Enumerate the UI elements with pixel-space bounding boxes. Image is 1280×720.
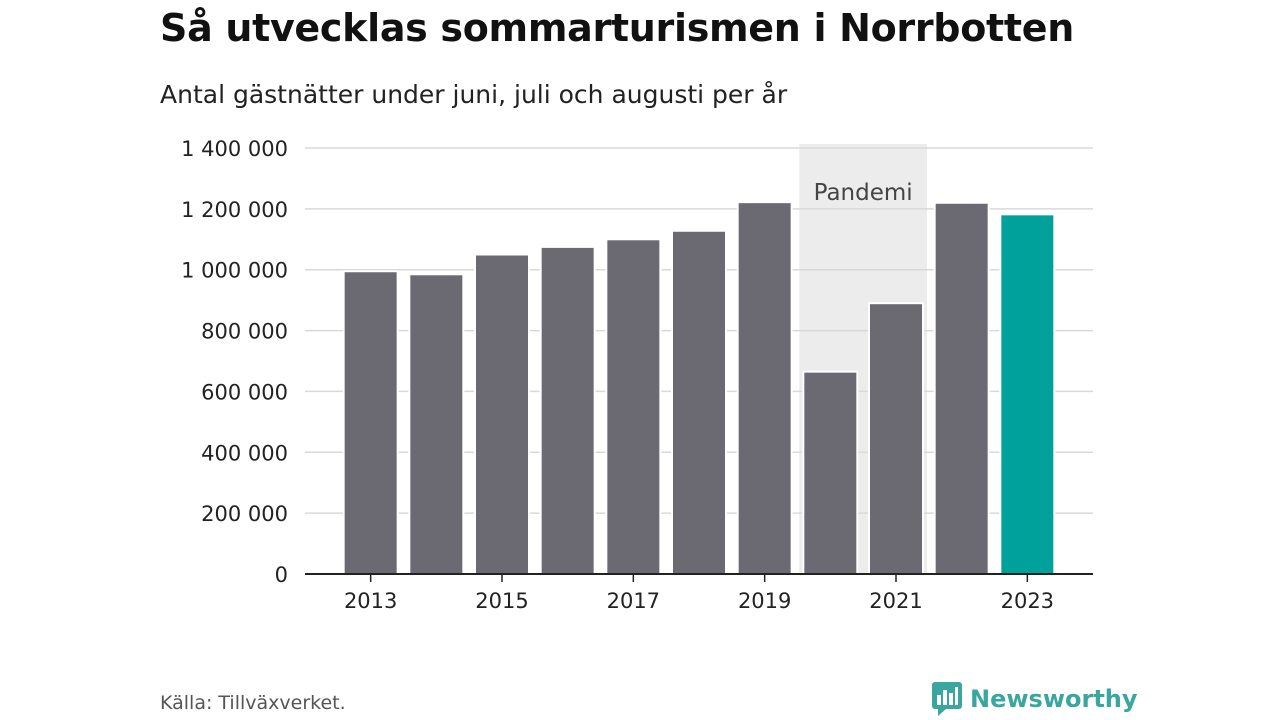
brand-logo: Newsworthy [932,682,1138,716]
bar [802,370,859,575]
y-tick-label: 1 400 000 [181,137,288,161]
newsworthy-logo-icon [932,682,962,716]
x-tick-label: 2023 [1001,589,1054,613]
bar [605,238,662,576]
bar [999,213,1056,575]
y-tick-label: 0 [275,563,288,587]
y-tick-label: 1 200 000 [181,198,288,222]
bar [868,302,924,575]
bar [408,273,465,575]
bar [933,201,990,575]
y-tick-label: 600 000 [201,380,288,404]
y-tick-label: 200 000 [201,502,288,526]
y-tick-label: 400 000 [201,441,288,465]
y-tick-label: 1 000 000 [181,259,288,283]
bar [736,201,793,575]
brand-name: Newsworthy [970,685,1138,713]
chart-subtitle: Antal gästnätter under juni, juli och au… [160,80,788,109]
x-tick-label: 2013 [344,589,397,613]
chart-title: Så utvecklas sommarturismen i Norrbotten [160,6,1074,50]
source-note: Källa: Tillväxverket. [160,692,346,714]
x-tick-label: 2015 [475,589,528,613]
bar [474,253,530,575]
x-tick-label: 2017 [607,589,660,613]
x-tick-label: 2019 [738,589,791,613]
bar [342,270,399,575]
bar-chart: 0 200 000 400 000 600 000 800 000 1 000 000 1 … [181,137,1093,613]
pandemic-label: Pandemi [814,180,913,206]
y-tick-label: 800 000 [201,320,288,344]
x-tick-label: 2021 [869,589,922,613]
bar [671,229,727,575]
bar [539,245,596,575]
